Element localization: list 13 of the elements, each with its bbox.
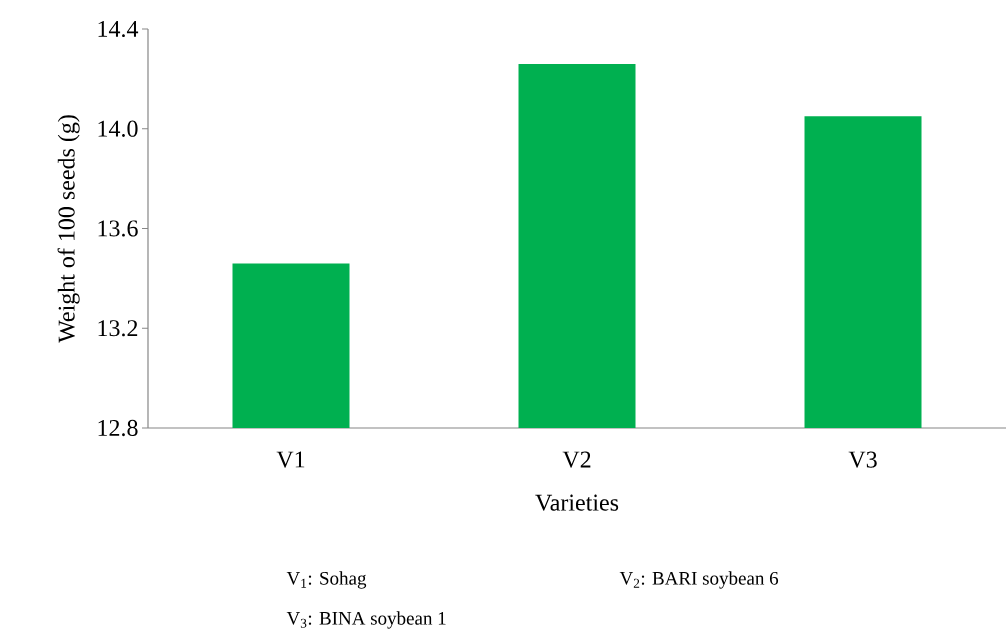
y-tick-label: 14.0 bbox=[98, 120, 138, 137]
text: V$_{2}$: BARI soybean 6 bbox=[619, 571, 779, 589]
y-tick-label: 13.6 bbox=[98, 220, 138, 237]
x-tick-label: V2 bbox=[562, 451, 591, 468]
y-axis-title: Weight of 100 seeds (g) bbox=[57, 115, 80, 343]
y-tick-label: 12.8 bbox=[98, 419, 138, 437]
text: V$_{3}$: BINA soybean 1 bbox=[286, 611, 446, 629]
text: V$_{1}$: Sohag bbox=[286, 571, 367, 589]
y-tick-label: 13.2 bbox=[98, 320, 138, 337]
x-axis-title: Varieties bbox=[535, 494, 619, 511]
x-tick-label: V1 bbox=[276, 451, 305, 468]
y-tick-label: 14.4 bbox=[98, 20, 139, 38]
x-tick-label: V3 bbox=[848, 451, 877, 468]
